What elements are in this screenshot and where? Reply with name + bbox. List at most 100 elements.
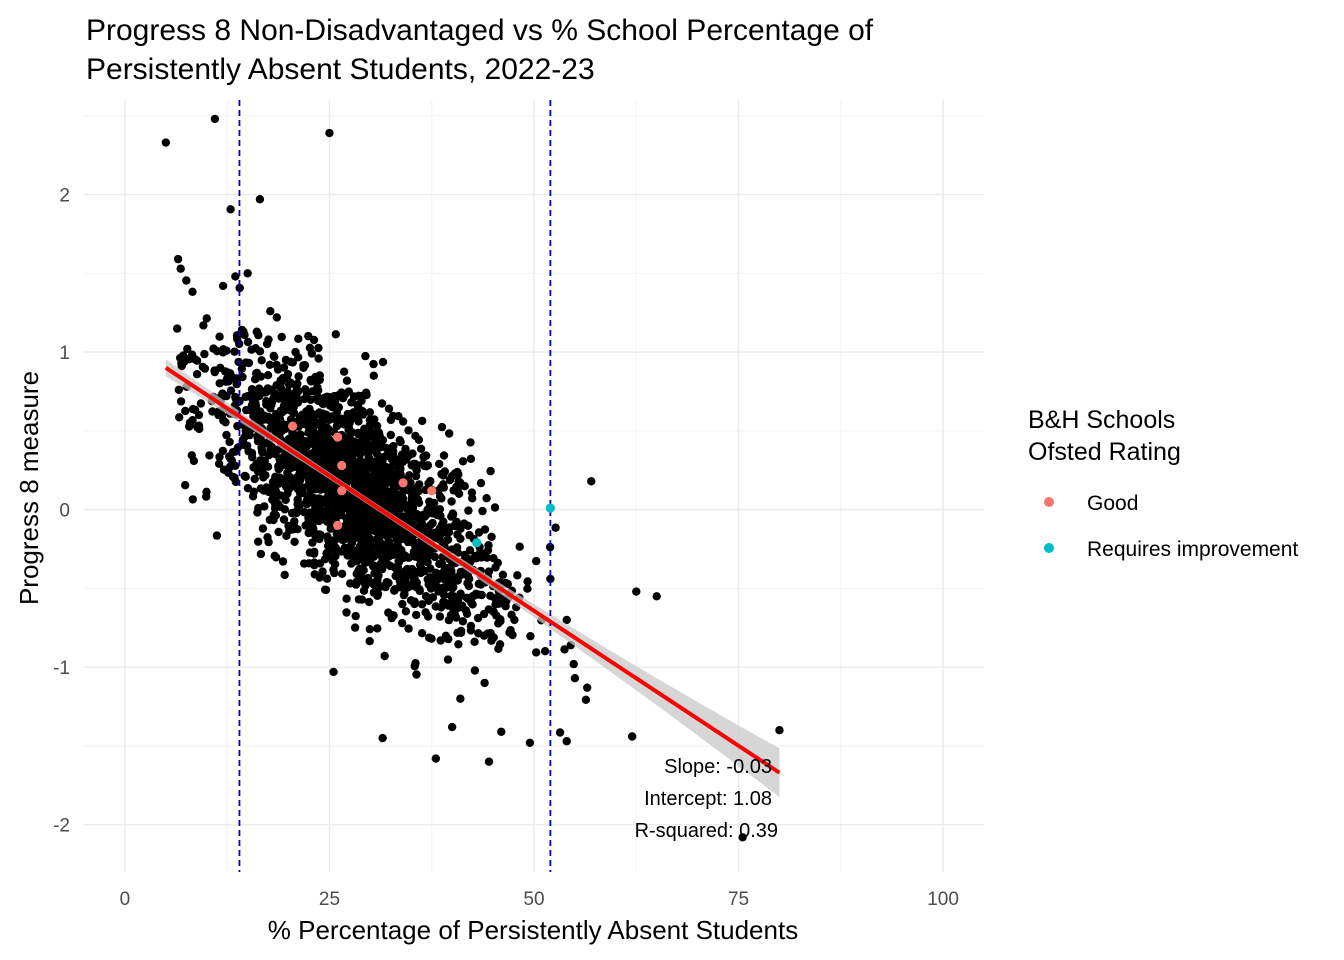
school-point	[288, 428, 297, 437]
school-point	[277, 332, 286, 342]
school-point	[412, 670, 421, 679]
school-point	[314, 503, 323, 512]
school-point	[453, 485, 462, 495]
school-point	[221, 418, 230, 427]
school-point	[248, 395, 257, 404]
school-point	[358, 469, 368, 479]
school-point	[401, 607, 411, 616]
school-point	[437, 469, 446, 479]
school-point	[292, 392, 301, 401]
school-point	[320, 555, 330, 564]
school-point	[306, 521, 315, 530]
school-point	[560, 645, 569, 654]
school-point	[482, 494, 491, 503]
school-point	[255, 347, 265, 356]
school-point	[462, 593, 472, 602]
school-point	[632, 587, 641, 596]
school-point	[587, 477, 596, 486]
x-axis-title: % Percentage of Persistently Absent Stud…	[268, 915, 798, 945]
school-point	[466, 438, 475, 447]
school-point	[253, 467, 263, 476]
school-point	[494, 644, 503, 653]
school-point	[378, 733, 387, 743]
school-point	[185, 418, 195, 427]
school-point	[248, 453, 257, 462]
school-point	[269, 394, 279, 403]
school-point	[411, 431, 420, 441]
school-point	[241, 472, 250, 481]
y-axis-title: Progress 8 measure	[14, 371, 44, 605]
school-point	[398, 497, 407, 506]
school-point	[360, 424, 369, 433]
bh-point-requires-improvement	[472, 538, 482, 548]
school-point	[347, 414, 356, 423]
school-point	[356, 504, 366, 513]
school-point	[280, 424, 290, 434]
school-point	[286, 357, 295, 366]
school-point	[333, 420, 342, 429]
school-point	[540, 647, 550, 656]
school-point	[173, 254, 183, 264]
school-point	[256, 484, 266, 493]
school-point	[302, 389, 312, 398]
school-point	[417, 629, 427, 638]
school-point	[231, 477, 240, 487]
school-point	[230, 347, 239, 356]
school-point	[199, 321, 208, 330]
school-point	[354, 417, 363, 426]
school-point	[188, 495, 197, 504]
school-point	[391, 563, 400, 573]
school-point	[443, 535, 452, 545]
school-point	[292, 508, 301, 518]
school-point	[423, 575, 432, 584]
school-point	[278, 557, 288, 566]
regression-line-group	[164, 366, 781, 775]
school-point	[293, 485, 303, 494]
school-point	[423, 612, 433, 621]
school-point	[382, 500, 391, 509]
school-point	[196, 399, 206, 408]
school-point	[235, 283, 244, 293]
school-point	[377, 399, 387, 408]
school-point	[486, 466, 495, 476]
school-point	[411, 471, 421, 481]
bh-point-good	[337, 486, 347, 496]
school-point	[351, 518, 360, 527]
school-point	[738, 833, 747, 842]
school-point	[468, 600, 477, 609]
school-point	[394, 412, 403, 421]
school-point	[183, 344, 192, 354]
school-point	[484, 567, 494, 576]
school-point	[344, 447, 353, 456]
school-point	[454, 640, 463, 649]
bh-point-good	[288, 421, 298, 431]
school-point	[470, 637, 479, 646]
y-tick-label: -1	[53, 658, 70, 679]
school-point	[445, 429, 454, 438]
school-point	[474, 579, 483, 589]
school-point	[480, 525, 490, 534]
school-point	[202, 487, 211, 496]
school-point	[473, 613, 483, 623]
school-point	[306, 436, 316, 445]
school-point	[182, 276, 191, 285]
school-point	[389, 486, 399, 495]
school-point	[294, 334, 303, 343]
school-point	[436, 483, 446, 492]
legend: B&H Schools Ofsted Rating Good Requires …	[1028, 406, 1298, 561]
school-point	[410, 597, 419, 606]
school-point	[348, 475, 357, 484]
school-point	[370, 469, 379, 478]
school-point	[317, 436, 326, 445]
school-point	[195, 424, 204, 434]
school-point	[379, 453, 388, 462]
school-point	[215, 452, 224, 462]
school-point	[447, 497, 456, 506]
school-point	[437, 585, 446, 594]
school-point	[456, 534, 465, 543]
school-point	[424, 479, 433, 488]
school-point	[358, 410, 368, 419]
school-point	[258, 524, 268, 533]
school-point	[400, 551, 410, 560]
